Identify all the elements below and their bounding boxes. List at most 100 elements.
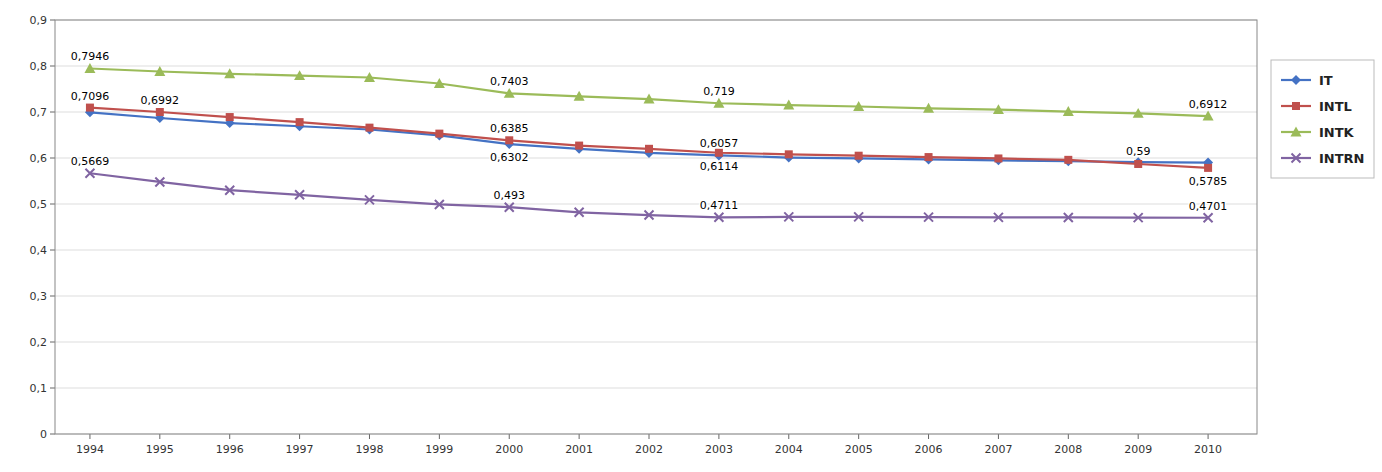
- marker: [925, 153, 933, 161]
- x-tick-label: 2004: [775, 443, 803, 456]
- marker: [574, 91, 585, 101]
- marker: [924, 213, 933, 222]
- y-tick-label: 0,5: [30, 198, 48, 211]
- marker: [365, 195, 374, 204]
- annotation: 0,4711: [700, 199, 739, 212]
- x-tick: [998, 434, 999, 439]
- marker: [923, 103, 934, 113]
- x-tick-label: 1995: [146, 443, 174, 456]
- marker: [296, 118, 304, 126]
- x-tick: [89, 434, 90, 439]
- marker: [156, 108, 164, 116]
- marker: [1064, 156, 1072, 164]
- grid: [55, 20, 1257, 434]
- x-tick: [159, 434, 160, 439]
- marker: [1133, 157, 1143, 167]
- marker: [1063, 156, 1073, 166]
- marker: [85, 169, 94, 178]
- y-tick: [50, 388, 55, 389]
- grid-line: [55, 296, 1257, 297]
- annotation: 0,7403: [490, 75, 529, 88]
- x-tick-label: 2000: [495, 443, 523, 456]
- marker: [993, 104, 1004, 114]
- annotations: 0,69920,63020,60570,590,70960,63850,6114…: [71, 50, 1228, 212]
- annotation: 0,5669: [71, 155, 110, 168]
- y-tick: [50, 434, 55, 435]
- annotation: 0,6385: [490, 122, 529, 135]
- x-tick-label: 2008: [1054, 443, 1082, 456]
- marker: [1203, 111, 1214, 121]
- x-tick: [858, 434, 859, 439]
- marker: [226, 113, 234, 121]
- y-tick-label: 0,1: [30, 382, 48, 395]
- marker: [1063, 106, 1074, 116]
- grid-line: [55, 66, 1257, 67]
- marker: [154, 66, 165, 76]
- marker: [435, 200, 444, 209]
- grid-line: [55, 342, 1257, 343]
- y-tick-label: 0,8: [30, 60, 48, 73]
- marker: [994, 154, 1002, 162]
- marker: [1134, 160, 1142, 168]
- marker: [714, 213, 723, 222]
- marker: [1134, 213, 1143, 222]
- marker: [505, 136, 513, 144]
- x-tick: [1138, 434, 1139, 439]
- marker: [1204, 213, 1213, 222]
- annotation: 0,493: [493, 189, 525, 202]
- x-tick-label: 1998: [355, 443, 383, 456]
- marker: [364, 124, 374, 134]
- y-tick: [50, 158, 55, 159]
- legend-label: INTK: [1319, 125, 1355, 140]
- chart: 00,10,20,30,40,50,60,70,80,9199419951996…: [0, 0, 1382, 472]
- x-tick: [649, 434, 650, 439]
- marker: [86, 104, 94, 112]
- y-tick-label: 0: [40, 428, 47, 441]
- annotation: 0,6302: [490, 151, 529, 164]
- x-tick: [369, 434, 370, 439]
- annotation: 0,59: [1126, 145, 1151, 158]
- marker: [785, 150, 793, 158]
- marker: [853, 101, 864, 111]
- line: [90, 173, 1208, 218]
- legend: ITINTLINTKINTRN: [1271, 60, 1374, 178]
- marker: [994, 213, 1003, 222]
- annotation: 0,5785: [1189, 175, 1228, 188]
- marker: [575, 142, 583, 150]
- x-tick-label: 2003: [705, 443, 733, 456]
- legend-label: IT: [1319, 73, 1333, 88]
- y-tick: [50, 204, 55, 205]
- marker: [783, 100, 794, 110]
- grid-line: [55, 158, 1257, 159]
- marker: [713, 98, 724, 108]
- legend-marker: [1292, 154, 1301, 163]
- x-tick-label: 2009: [1124, 443, 1152, 456]
- grid-line: [55, 204, 1257, 205]
- legend-marker: [1291, 127, 1302, 137]
- x-tick-label: 1994: [76, 443, 104, 456]
- marker: [295, 190, 304, 199]
- x-tick-label: 1997: [286, 443, 314, 456]
- line: [90, 108, 1208, 168]
- legend-label: INTRN: [1319, 151, 1364, 166]
- annotation: 0,4701: [1189, 200, 1228, 213]
- marker: [1133, 108, 1144, 118]
- legend-marker: [1291, 75, 1301, 85]
- x-tick-label: 2010: [1194, 443, 1222, 456]
- line: [90, 68, 1208, 116]
- annotation: 0,6057: [700, 137, 739, 150]
- marker: [993, 155, 1003, 165]
- y-tick-label: 0,4: [30, 244, 48, 257]
- annotation: 0,6992: [141, 94, 180, 107]
- marker: [294, 70, 305, 80]
- background: [0, 0, 1382, 472]
- plot-data: [84, 63, 1213, 222]
- marker: [1204, 164, 1212, 172]
- annotation: 0,7096: [71, 90, 110, 103]
- marker: [504, 88, 515, 98]
- x-tick: [1068, 434, 1069, 439]
- marker: [645, 145, 653, 153]
- x-tick: [928, 434, 929, 439]
- series: [86, 104, 1212, 172]
- x-tick: [509, 434, 510, 439]
